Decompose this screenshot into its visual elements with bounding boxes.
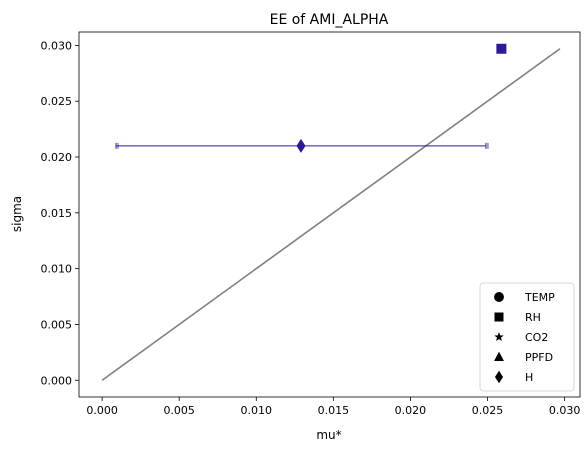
x-axis-label: mu* bbox=[316, 428, 341, 442]
legend-marker-co2 bbox=[494, 332, 504, 341]
legend-marker-rh bbox=[494, 312, 504, 322]
y-axis: 0.000 0.005 0.010 0.015 0.020 0.025 0.030 bbox=[41, 39, 79, 387]
legend-marker-ppfd bbox=[494, 351, 504, 362]
legend-label-rh: RH bbox=[525, 311, 541, 324]
x-tick-label: 0.020 bbox=[395, 404, 427, 417]
x-tick-label: 0.010 bbox=[241, 404, 273, 417]
legend-box bbox=[479, 282, 575, 392]
legend-label-co2: CO2 bbox=[525, 331, 548, 344]
legend-label-h: H bbox=[525, 371, 533, 384]
y-tick-label: 0.025 bbox=[41, 95, 73, 108]
point-h bbox=[296, 138, 306, 153]
x-tick-label: 0.030 bbox=[549, 404, 581, 417]
chart-title: EE of AMI_ALPHA bbox=[270, 12, 389, 28]
plot-frame bbox=[78, 31, 581, 398]
y-tick-label: 0.000 bbox=[41, 374, 73, 387]
x-tick-label: 0.000 bbox=[86, 404, 118, 417]
y-tick-label: 0.015 bbox=[41, 207, 73, 220]
x-tick-label: 0.015 bbox=[318, 404, 350, 417]
y-tick-label: 0.020 bbox=[41, 151, 73, 164]
y-tick-label: 0.005 bbox=[41, 318, 73, 331]
y-tick-label: 0.010 bbox=[41, 263, 73, 276]
point-rh bbox=[496, 43, 507, 54]
plot-area bbox=[101, 43, 561, 381]
legend-marker-temp bbox=[494, 292, 504, 302]
y-tick-label: 0.030 bbox=[41, 39, 73, 52]
legend-label-temp: TEMP bbox=[524, 291, 555, 304]
legend-label-ppfd: PPFD bbox=[525, 351, 553, 364]
x-tick-label: 0.025 bbox=[472, 404, 504, 417]
reference-line bbox=[101, 48, 561, 381]
legend-marker-h bbox=[494, 370, 504, 384]
x-axis: 0.000 0.005 0.010 0.015 0.020 0.025 0.030 bbox=[86, 397, 580, 417]
legend: TEMP RH CO2 PPFD H bbox=[479, 282, 575, 392]
x-tick-label: 0.005 bbox=[163, 404, 195, 417]
y-axis-label: sigma bbox=[10, 196, 24, 232]
